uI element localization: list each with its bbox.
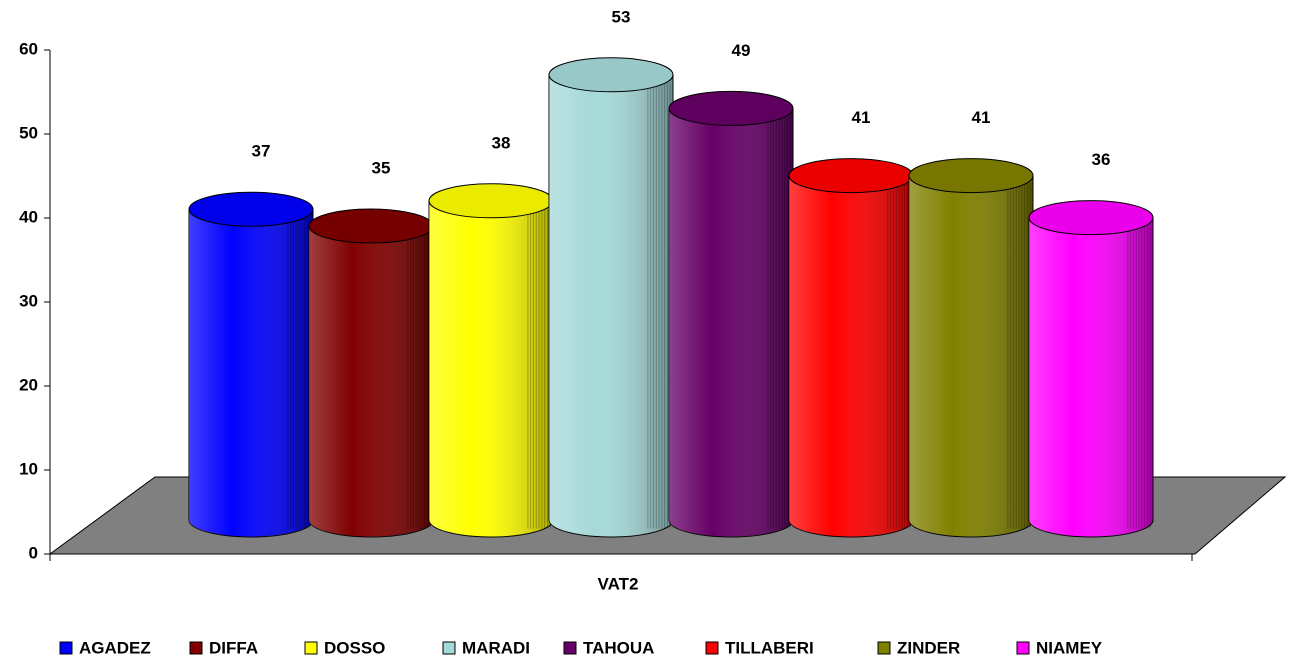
y-tick-label: 60 bbox=[19, 39, 38, 58]
data-label: 53 bbox=[612, 7, 631, 26]
cylinder-shade bbox=[909, 175, 1033, 537]
legend-label: NIAMEY bbox=[1036, 638, 1103, 657]
y-tick-label: 0 bbox=[29, 543, 38, 562]
cylinder-top bbox=[668, 90, 794, 126]
legend-swatch bbox=[304, 641, 318, 655]
cylinder bbox=[1028, 200, 1154, 538]
legend-label: DIFFA bbox=[209, 638, 258, 657]
legend-swatch bbox=[563, 641, 577, 655]
data-label: 41 bbox=[852, 108, 871, 127]
data-label: 49 bbox=[732, 41, 751, 60]
data-label: 41 bbox=[972, 108, 991, 127]
cylinder-shade bbox=[789, 175, 913, 537]
legend-swatch bbox=[1016, 641, 1030, 655]
x-tick-label: VAT2 bbox=[598, 574, 639, 593]
cylinder-top bbox=[908, 158, 1034, 194]
data-label: 37 bbox=[252, 142, 271, 161]
legend-label: MARADI bbox=[462, 638, 530, 657]
cylinder bbox=[308, 208, 434, 538]
y-tick-label: 10 bbox=[19, 459, 38, 478]
cylinder-top-shade bbox=[909, 158, 1033, 193]
cylinder-top bbox=[1028, 200, 1154, 236]
legend-label: TAHOUA bbox=[583, 638, 654, 657]
cylinder bbox=[548, 57, 674, 538]
cylinder-top-shade bbox=[669, 91, 793, 126]
y-tick-label: 50 bbox=[19, 123, 38, 142]
legend-label: AGADEZ bbox=[79, 638, 151, 657]
legend-label: TILLABERI bbox=[725, 638, 814, 657]
legend-swatch bbox=[442, 641, 456, 655]
cylinder-shade bbox=[189, 209, 313, 537]
legend-label: ZINDER bbox=[897, 638, 960, 657]
cylinder bbox=[428, 183, 554, 538]
cylinder-shade bbox=[429, 200, 553, 538]
cylinder bbox=[908, 158, 1034, 538]
cylinder bbox=[188, 191, 314, 538]
cylinder-top-shade bbox=[789, 158, 913, 193]
legend-swatch bbox=[705, 641, 719, 655]
cylinder-top-shade bbox=[1029, 200, 1153, 235]
data-label: 35 bbox=[372, 158, 391, 177]
legend-swatch bbox=[189, 641, 203, 655]
cylinder-top bbox=[548, 57, 674, 93]
y-tick-label: 20 bbox=[19, 375, 38, 394]
data-label: 38 bbox=[492, 133, 511, 152]
cylinder bbox=[668, 90, 794, 538]
y-tick-label: 30 bbox=[19, 291, 38, 310]
cylinder-shade bbox=[1029, 217, 1153, 537]
legend-swatch bbox=[59, 641, 73, 655]
cylinder bbox=[788, 158, 914, 538]
cylinder-top-shade bbox=[429, 183, 553, 218]
cylinder-shade bbox=[309, 226, 433, 537]
cylinder-shade bbox=[549, 74, 673, 538]
cylinder-top bbox=[188, 191, 314, 227]
legend-swatch bbox=[877, 641, 891, 655]
data-label: 36 bbox=[1092, 150, 1111, 169]
y-tick-label: 40 bbox=[19, 207, 38, 226]
cylinder-top-shade bbox=[189, 192, 313, 227]
cylinder-top-shade bbox=[309, 209, 433, 243]
cylinder-shade bbox=[669, 108, 793, 538]
legend-label: DOSSO bbox=[324, 638, 385, 657]
cylinder-top-shade bbox=[549, 57, 673, 92]
